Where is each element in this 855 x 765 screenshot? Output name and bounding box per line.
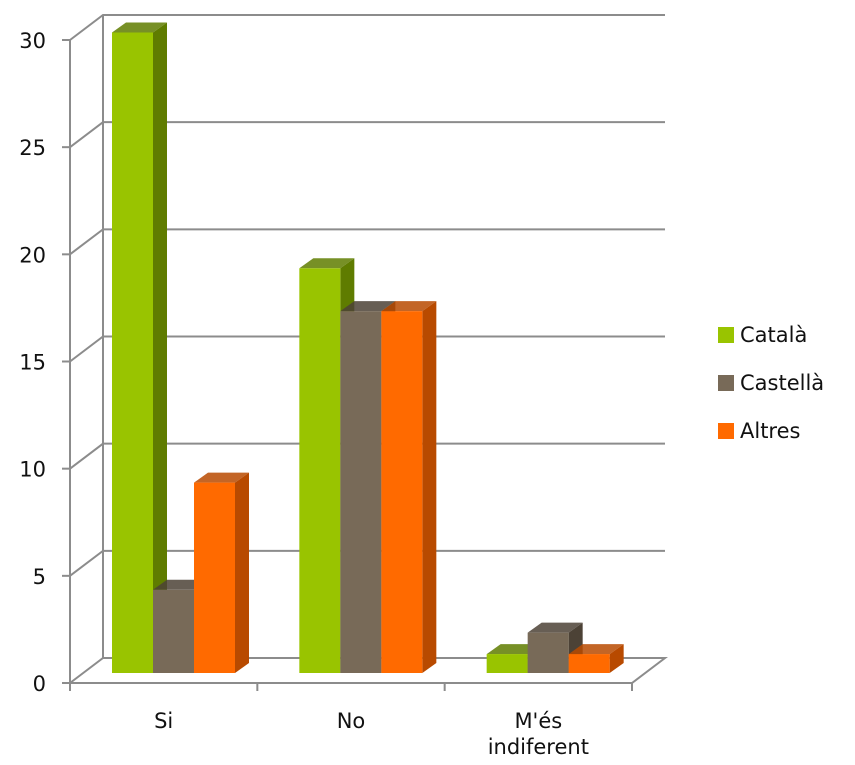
- x-tick-label: M'és: [514, 709, 562, 733]
- bar: [194, 472, 249, 673]
- gridline: [69, 121, 665, 148]
- legend-swatch: [718, 327, 734, 343]
- bar-side: [609, 644, 624, 673]
- bar-front: [299, 268, 341, 673]
- y-tick-label: 15: [19, 351, 46, 375]
- bar-top: [299, 258, 355, 269]
- x-tick-label: No: [337, 709, 366, 733]
- bar-front: [153, 589, 194, 673]
- bar-front: [194, 482, 235, 673]
- legend-swatch: [718, 423, 734, 439]
- legend-item: Altres: [718, 419, 800, 443]
- bars: [112, 22, 624, 673]
- y-tick-label: 0: [33, 672, 46, 696]
- gridline: [69, 14, 665, 41]
- gridlines: [69, 14, 665, 577]
- bar: [568, 644, 624, 673]
- axes: [62, 39, 633, 691]
- legend-item: Castellà: [718, 371, 824, 395]
- legend-label: Castellà: [740, 371, 824, 395]
- y-tick-label: 10: [19, 458, 46, 482]
- bar-top: [381, 301, 437, 312]
- bar-front: [568, 654, 610, 673]
- bar-top: [568, 644, 624, 655]
- bar-front: [340, 311, 382, 673]
- y-tick-labels: 0 5 10 15 20 25 30: [19, 29, 46, 696]
- y-tick-label: 25: [19, 136, 46, 160]
- legend-swatch: [718, 375, 734, 391]
- legend-label: Català: [740, 323, 807, 347]
- legend-label: Altres: [740, 419, 800, 443]
- gridline: [69, 335, 665, 363]
- legend: Català Castellà Altres: [718, 323, 824, 443]
- bar-front: [381, 311, 423, 673]
- bar-front: [486, 654, 528, 673]
- y-tick-label: 5: [33, 565, 46, 589]
- bar: [381, 301, 437, 673]
- x-tick-label: Si: [154, 709, 173, 733]
- y-tick-label: 20: [19, 243, 46, 267]
- legend-item: Català: [718, 323, 807, 347]
- bar-front: [527, 632, 569, 673]
- gridline: [69, 549, 665, 577]
- bar-top: [194, 472, 249, 483]
- y-tick-label: 30: [19, 29, 46, 53]
- bar: [112, 22, 167, 673]
- bar-side: [235, 472, 249, 673]
- bar-side: [153, 22, 167, 673]
- bar-top: [340, 301, 396, 312]
- gridline: [69, 442, 665, 470]
- gridline: [69, 228, 665, 256]
- bar-top: [527, 622, 583, 633]
- x-tick-label: indiferent: [488, 735, 589, 759]
- bar-top: [112, 22, 167, 33]
- bar-side: [422, 301, 437, 673]
- bar-front: [112, 32, 153, 673]
